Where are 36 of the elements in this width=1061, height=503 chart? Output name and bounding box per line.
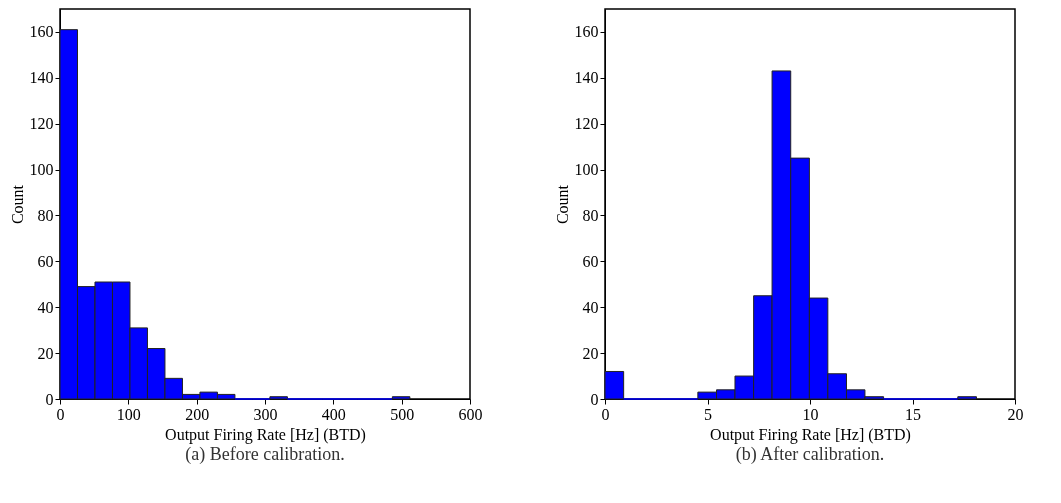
x-tick-label: 300: [253, 405, 278, 423]
y-tick-label: 160: [574, 23, 599, 41]
x-tick-label: 0: [56, 405, 65, 423]
y-axis-title: Count: [553, 184, 571, 225]
y-tick-label: 40: [582, 298, 599, 316]
y-tick-label: 160: [29, 23, 54, 41]
y-tick-label: 120: [574, 115, 599, 133]
y-axis-title: Count: [8, 184, 26, 225]
y-tick-label: 60: [37, 252, 54, 270]
x-axis-title: Output Firing Rate [Hz] (BTD): [165, 425, 366, 444]
y-tick-label: 40: [37, 298, 54, 316]
x-tick-label: 600: [458, 405, 483, 423]
x-tick-label: 10: [802, 405, 819, 423]
y-tick-label: 60: [582, 252, 599, 270]
x-tick-label: 5: [704, 405, 712, 423]
x-tick-label: 0: [601, 405, 610, 423]
text: (b) After calibration.: [735, 444, 885, 465]
x-tick-label: 400: [321, 405, 346, 423]
x-tick-label: 100: [116, 405, 141, 423]
x-tick-label: 20: [1007, 405, 1024, 423]
x-axis-title: Output Firing Rate [Hz] (BTD): [710, 425, 911, 444]
x-tick-label: 500: [390, 405, 415, 423]
x-tick-label: 15: [905, 405, 921, 423]
y-tick-label: 120: [29, 115, 54, 133]
y-tick-label: 100: [574, 161, 599, 179]
y-tick-label: 80: [582, 206, 599, 224]
x-tick-label: 200: [185, 405, 210, 423]
y-tick-label: 80: [37, 206, 54, 224]
y-tick-label: 0: [590, 390, 599, 408]
y-tick-label: 140: [29, 69, 54, 87]
y-tick-label: 140: [574, 69, 599, 87]
y-tick-label: 20: [582, 344, 599, 362]
y-tick-label: 20: [37, 344, 54, 362]
y-tick-label: 0: [45, 390, 54, 408]
y-tick-label: 100: [29, 161, 54, 179]
text: (a) Before calibration.: [185, 444, 345, 465]
